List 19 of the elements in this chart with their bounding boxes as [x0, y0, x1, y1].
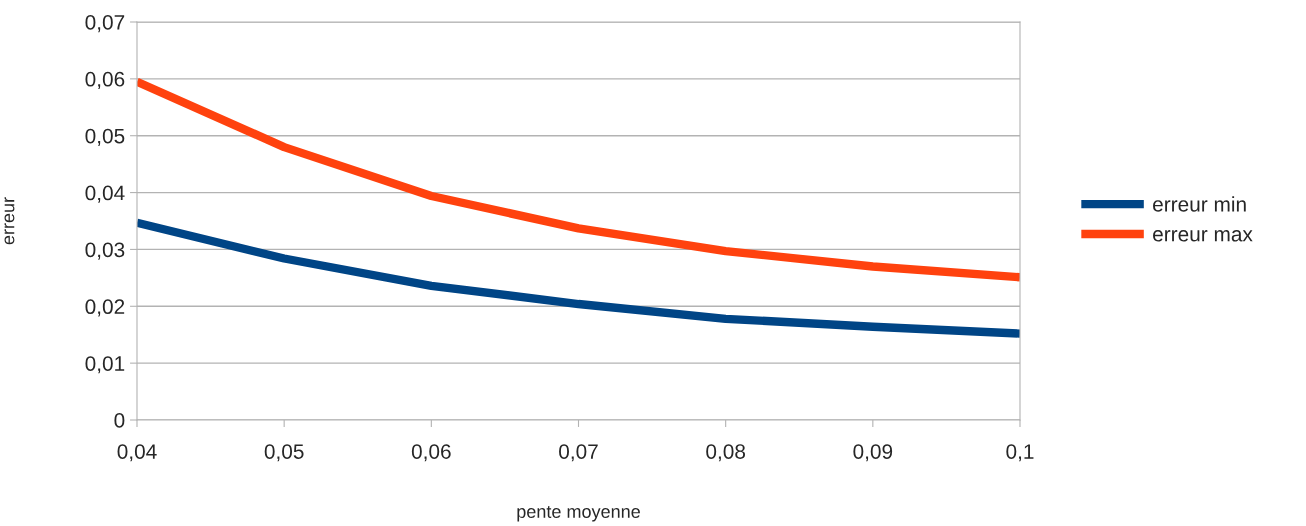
- x-tick-label: 0,09: [853, 444, 893, 462]
- x-tick-label: 0,04: [117, 444, 157, 462]
- x-tick-label: 0,1: [1006, 444, 1034, 462]
- x-tick-label: 0,05: [264, 444, 304, 462]
- y-tick-label: 0,03: [85, 242, 125, 260]
- x-tick-label: 0,08: [706, 444, 746, 462]
- legend-label: erreur max: [1153, 230, 1253, 242]
- y-tick-label: 0: [114, 413, 125, 428]
- y-tick-label: 0,06: [85, 71, 125, 90]
- x-tick-label: 0,06: [411, 444, 451, 462]
- y-axis-title: erreur: [4, 197, 15, 245]
- y-tick-label: 0,05: [85, 128, 125, 146]
- y-tick-label: 0,04: [85, 185, 125, 203]
- y-tick-label: 0,01: [85, 356, 125, 374]
- x-axis-title: pente moyenne: [517, 506, 640, 522]
- x-tick-label: 0,07: [559, 444, 598, 462]
- y-tick-label: 0,07: [85, 15, 125, 33]
- y-tick-label: 0,02: [85, 299, 125, 317]
- legend-label: erreur min: [1153, 196, 1246, 212]
